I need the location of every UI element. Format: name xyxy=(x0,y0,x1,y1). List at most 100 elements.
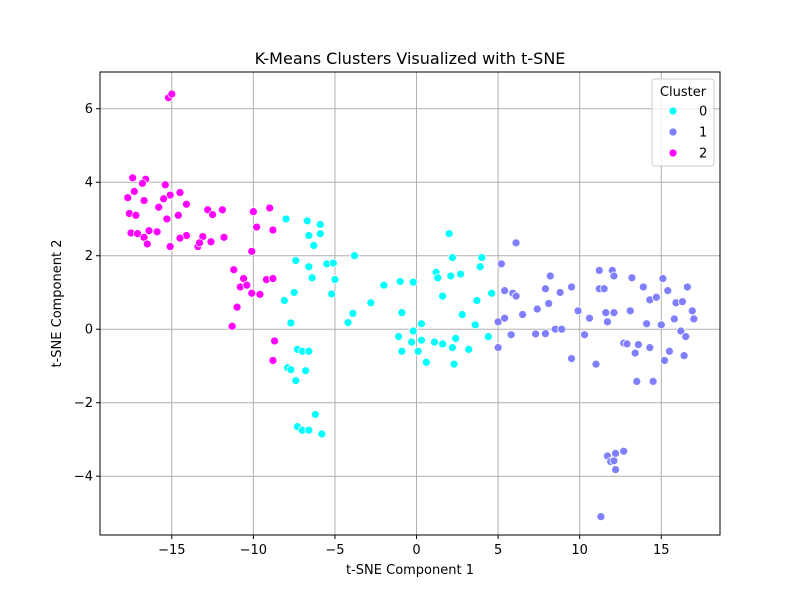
data-point-cluster-1 xyxy=(678,297,687,307)
data-point-cluster-2 xyxy=(227,321,237,331)
data-point-cluster-0 xyxy=(286,365,296,375)
data-point-cluster-0 xyxy=(421,357,431,367)
data-point-cluster-0 xyxy=(291,256,301,265)
data-point-cluster-1 xyxy=(567,354,576,363)
x-axis-ticks: −15 −10 −5 0 5 10 15 xyxy=(158,535,670,558)
data-point-cluster-1 xyxy=(557,324,567,334)
data-point-cluster-0 xyxy=(413,346,423,356)
data-point-cluster-1 xyxy=(493,343,503,352)
data-point-cluster-0 xyxy=(317,429,327,439)
y-tick-label: 4 xyxy=(85,176,93,191)
data-point-cluster-1 xyxy=(622,339,632,349)
data-point-cluster-0 xyxy=(291,376,301,386)
data-point-cluster-2 xyxy=(217,205,227,215)
data-point-cluster-0 xyxy=(487,288,496,298)
data-point-cluster-1 xyxy=(573,306,583,316)
data-point-cluster-1 xyxy=(638,282,648,292)
data-point-cluster-0 xyxy=(328,258,338,268)
data-point-cluster-0 xyxy=(289,288,299,297)
data-point-cluster-2 xyxy=(248,207,258,217)
legend-marker-2 xyxy=(668,148,678,158)
data-point-cluster-1 xyxy=(665,346,674,356)
data-point-cluster-0 xyxy=(307,273,317,283)
data-point-cluster-1 xyxy=(609,308,619,318)
data-point-cluster-2 xyxy=(268,274,278,283)
data-point-cluster-0 xyxy=(451,334,461,343)
data-point-cluster-1 xyxy=(676,326,686,336)
data-point-cluster-0 xyxy=(477,253,487,262)
data-point-cluster-0 xyxy=(408,326,418,336)
data-point-cluster-2 xyxy=(123,193,133,203)
data-point-cluster-2 xyxy=(138,178,147,188)
data-point-cluster-0 xyxy=(350,251,359,261)
legend-marker-0 xyxy=(668,106,678,116)
chart-title: K-Means Clusters Visualized with t-SNE xyxy=(255,49,566,68)
x-axis-title: t-SNE Component 1 xyxy=(346,563,474,578)
data-point-cluster-0 xyxy=(483,332,493,341)
x-tick-label: 0 xyxy=(412,543,420,558)
data-point-cluster-2 xyxy=(133,229,142,239)
data-point-cluster-1 xyxy=(531,329,541,339)
data-point-cluster-0 xyxy=(309,241,319,250)
legend-marker-1 xyxy=(668,127,678,137)
data-point-cluster-2 xyxy=(252,222,262,232)
x-tick-label: −15 xyxy=(158,543,185,558)
data-point-cluster-0 xyxy=(279,296,289,305)
data-point-cluster-0 xyxy=(456,269,465,279)
data-point-cluster-2 xyxy=(229,265,239,275)
data-point-cluster-0 xyxy=(448,343,457,352)
data-point-cluster-0 xyxy=(417,319,426,329)
data-point-cluster-1 xyxy=(580,330,589,340)
data-point-cluster-0 xyxy=(407,337,417,347)
data-point-cluster-0 xyxy=(395,277,405,286)
data-point-cluster-1 xyxy=(651,292,661,302)
legend-label-0: 0 xyxy=(699,105,707,120)
data-point-cluster-2 xyxy=(128,173,138,183)
data-point-cluster-0 xyxy=(397,346,407,356)
data-point-cluster-0 xyxy=(304,425,314,435)
data-point-cluster-0 xyxy=(394,332,403,341)
data-point-cluster-0 xyxy=(464,345,474,354)
data-point-cluster-0 xyxy=(475,262,485,272)
x-tick-label: 10 xyxy=(571,543,588,558)
data-point-cluster-2 xyxy=(139,196,149,205)
data-point-cluster-1 xyxy=(645,343,655,352)
data-point-cluster-2 xyxy=(173,210,183,220)
data-point-cluster-0 xyxy=(304,346,314,356)
data-point-cluster-1 xyxy=(627,273,637,283)
data-point-cluster-2 xyxy=(242,280,252,290)
data-point-cluster-0 xyxy=(302,216,312,226)
data-point-cluster-0 xyxy=(310,410,320,419)
y-tick-label: 2 xyxy=(85,249,93,264)
y-tick-label: 6 xyxy=(85,102,93,117)
data-point-cluster-2 xyxy=(152,227,162,237)
data-point-cluster-0 xyxy=(286,318,296,328)
data-point-cluster-0 xyxy=(330,275,340,284)
data-point-cluster-2 xyxy=(175,233,185,243)
data-point-cluster-2 xyxy=(165,190,175,200)
data-point-cluster-2 xyxy=(206,237,216,247)
data-point-cluster-1 xyxy=(585,313,594,323)
data-point-cluster-1 xyxy=(687,306,697,316)
data-point-cluster-1 xyxy=(496,259,506,269)
data-point-cluster-2 xyxy=(268,225,278,235)
legend-title: Cluster xyxy=(660,85,707,100)
data-point-cluster-0 xyxy=(315,229,325,239)
data-point-cluster-1 xyxy=(511,238,521,248)
legend-label-1: 1 xyxy=(699,126,707,141)
data-point-cluster-1 xyxy=(599,284,609,294)
data-point-cluster-0 xyxy=(448,253,457,262)
data-point-cluster-0 xyxy=(472,296,482,305)
data-point-cluster-1 xyxy=(625,306,635,316)
data-point-cluster-2 xyxy=(159,194,169,204)
data-point-cluster-2 xyxy=(154,202,164,212)
data-point-cluster-2 xyxy=(195,238,204,248)
data-point-cluster-1 xyxy=(682,282,692,292)
data-point-cluster-0 xyxy=(366,298,376,308)
data-point-cluster-2 xyxy=(142,239,152,249)
data-point-cluster-2 xyxy=(131,210,141,220)
data-point-cluster-1 xyxy=(518,310,527,319)
data-point-cluster-0 xyxy=(281,214,291,224)
data-point-cluster-0 xyxy=(397,308,407,318)
